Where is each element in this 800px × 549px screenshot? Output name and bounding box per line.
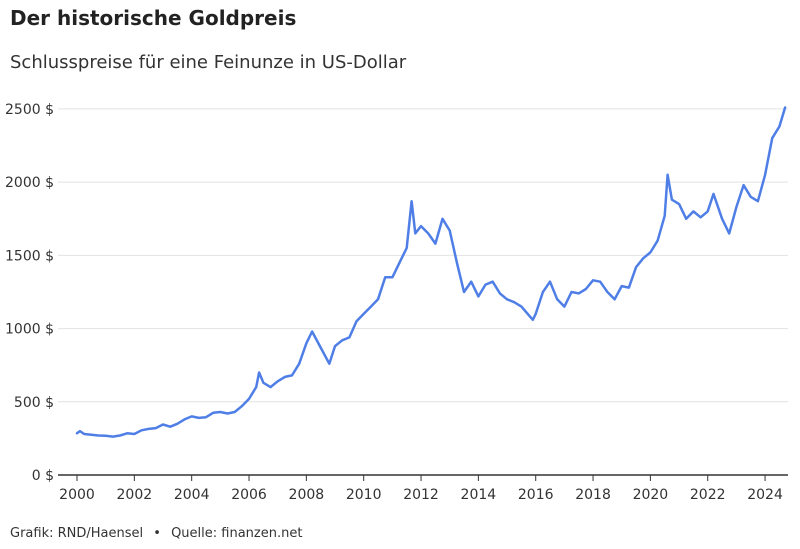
series-layer [75, 106, 787, 438]
x-tick-label: 2004 [174, 487, 210, 503]
y-tick-label: 0 $ [32, 468, 54, 484]
gold-price-series-line [75, 106, 787, 438]
chart-title: Der historische Goldpreis [10, 6, 297, 30]
y-tick-label: 1500 $ [5, 248, 54, 264]
y-tick-label: 2500 $ [5, 102, 54, 118]
x-tick-label: 2000 [59, 487, 95, 503]
footer-credit: Grafik: RND/Haensel [10, 526, 144, 541]
x-tick-label: 2010 [346, 487, 382, 503]
x-tick-label: 2020 [633, 487, 669, 503]
x-tick-label: 2012 [403, 487, 439, 503]
y-tick-label: 1000 $ [5, 322, 54, 338]
footer-separator: • [153, 526, 161, 541]
x-tick-label: 2008 [289, 487, 325, 503]
x-tick-label: 2018 [575, 487, 611, 503]
x-tick-label: 2006 [231, 487, 267, 503]
footer: Grafik: RND/Haensel • Quelle: finanzen.n… [10, 526, 302, 541]
axes: 0 $ 500 $ 1000 $ 1500 $ 2000 $ 2500 $ 2000 2002… [5, 102, 788, 503]
x-tick-label: 2002 [117, 487, 153, 503]
footer-source: Quelle: finanzen.net [171, 526, 303, 541]
x-tick-label: 2024 [747, 487, 783, 503]
y-tick-label: 2000 $ [5, 175, 54, 191]
gridlines [58, 108, 788, 403]
x-tick-label: 2014 [461, 487, 497, 503]
chart-subtitle: Schlusspreise für eine Feinunze in US-Do… [10, 52, 407, 73]
y-tick-label: 500 $ [14, 395, 54, 411]
x-tick-label: 2022 [690, 487, 726, 503]
x-tick-label: 2016 [518, 487, 554, 503]
